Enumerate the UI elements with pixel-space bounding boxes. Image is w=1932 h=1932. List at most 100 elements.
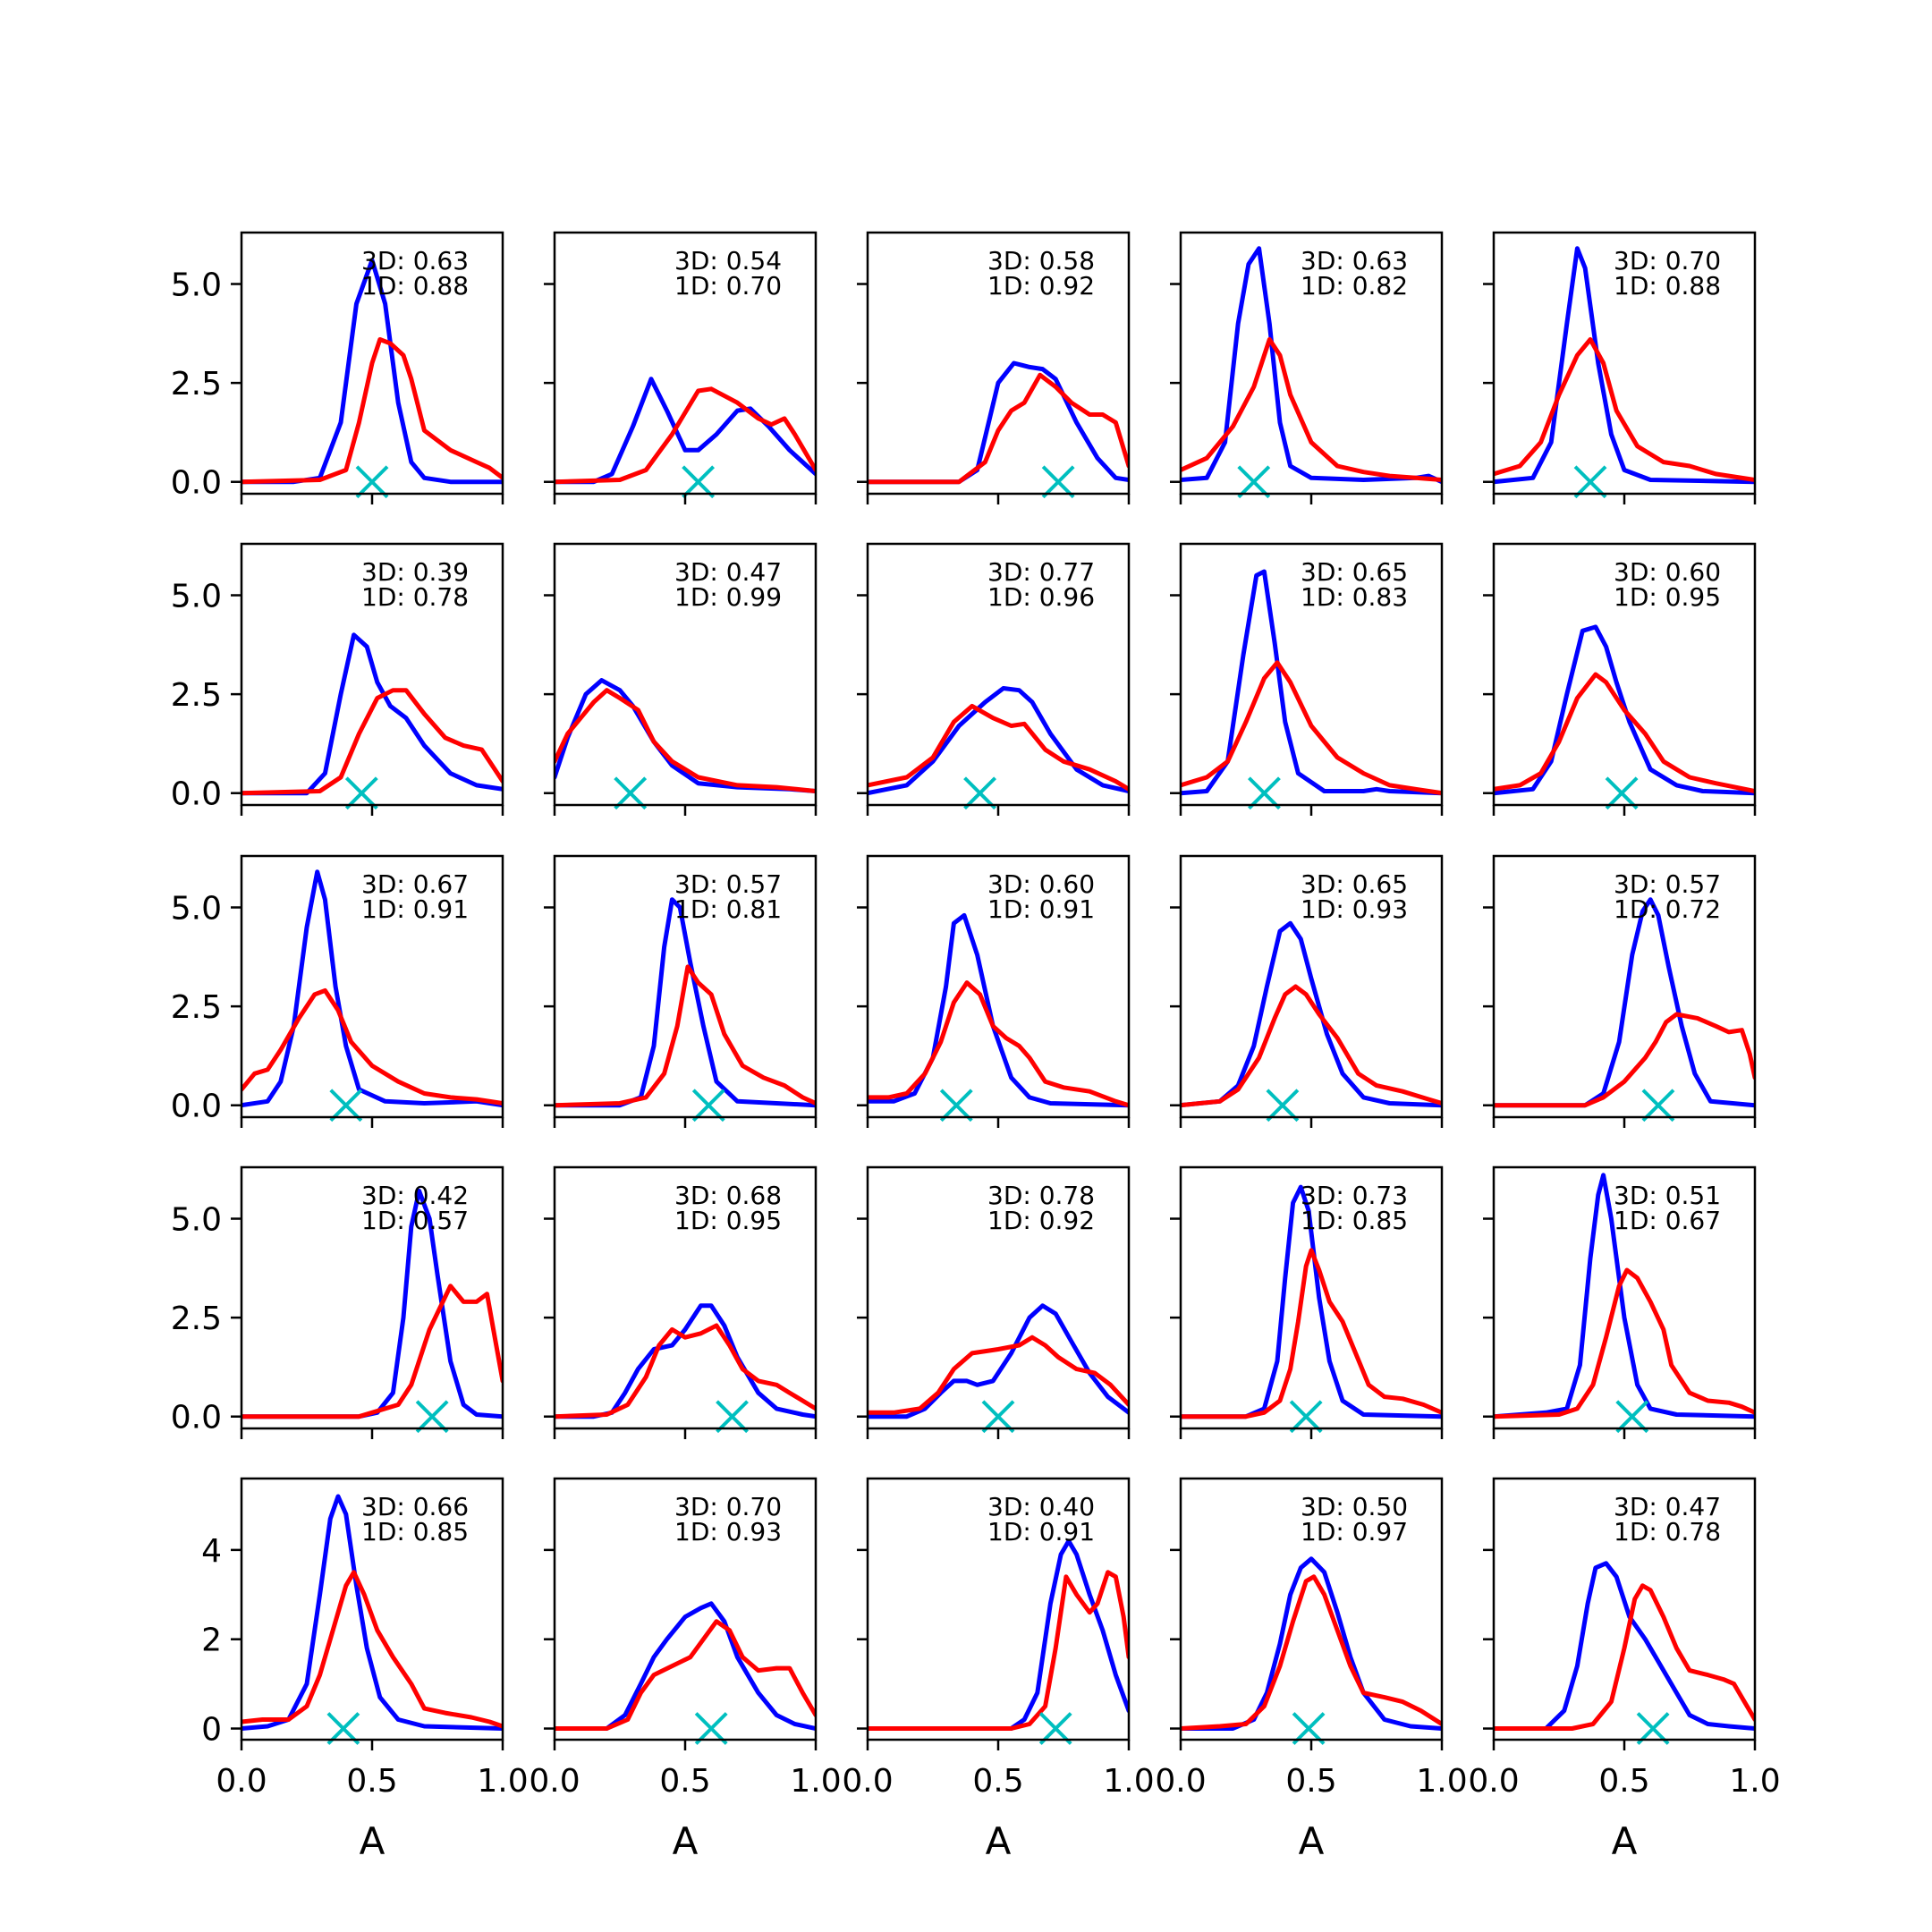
annotation-1d: 1D: 0.82 [1301,271,1408,301]
x-axis-label: A [986,1819,1012,1863]
annotation-3d: 3D: 0.57 [1614,869,1721,899]
annotation-1d: 1D: 0.88 [1614,271,1721,301]
y-tick-label: 0.0 [171,1089,222,1125]
annotation-1d: 1D: 0.67 [1614,1206,1721,1235]
blue-series-line [868,1538,1129,1731]
red-series-line [242,688,503,796]
annotation-1d: 1D: 0.99 [674,582,782,612]
annotation-3d: 3D: 0.77 [987,557,1095,587]
annotation-1d: 1D: 0.72 [1614,894,1721,924]
marker-x [1041,465,1075,499]
annotation-3d: 3D: 0.66 [361,1492,469,1521]
y-tick-label: 2.5 [171,1301,222,1337]
annotation-3d: 3D: 0.65 [1301,557,1408,587]
marker-x [691,1089,725,1123]
marker-x [415,1400,449,1434]
red-series-line [868,980,1129,1108]
red-series-line [1494,337,1755,482]
annotation-1d: 1D: 0.95 [674,1206,782,1235]
x-tick-label: 0.0 [842,1763,893,1800]
annotation-1d: 1D: 0.91 [361,894,469,924]
annotation-1d: 1D: 0.70 [674,271,782,301]
annotation-1d: 1D: 0.96 [987,582,1095,612]
y-tick-label: 2.5 [171,677,222,714]
annotation-1d: 1D: 0.91 [987,1517,1095,1546]
red-series-line [1494,1267,1755,1419]
blue-series-line [242,1494,503,1731]
annotation-3d: 3D: 0.65 [1301,869,1408,899]
red-series-line [1181,337,1442,482]
annotation-3d: 3D: 0.73 [1301,1181,1408,1210]
annotation-3d: 3D: 0.39 [361,557,469,587]
red-series-line [868,703,1129,792]
x-tick-label: 0.5 [659,1763,710,1800]
red-series-line [868,1335,1129,1415]
blue-series-line [1181,569,1442,796]
marker-x [716,1400,749,1434]
x-tick-label: 0.5 [1285,1763,1336,1800]
marker-x [1237,465,1271,499]
y-tick-label: 5.0 [171,267,222,304]
annotation-1d: 1D: 0.78 [361,582,469,612]
blue-series-line [555,1303,816,1419]
annotation-3d: 3D: 0.70 [1614,246,1721,275]
blue-series-line [1181,1184,1442,1419]
y-tick-label: 2.5 [171,366,222,402]
annotation-1d: 1D: 0.93 [1301,894,1408,924]
x-tick-label: 0.0 [1468,1763,1519,1800]
y-tick-label: 0.0 [171,1400,222,1436]
y-tick-label: 2.5 [171,989,222,1026]
annotation-3d: 3D: 0.42 [361,1181,469,1210]
blue-series-line [1494,246,1755,485]
annotation-3d: 3D: 0.78 [987,1181,1095,1210]
red-series-line [555,1619,816,1731]
red-series-line [555,1323,816,1419]
marker-x [1248,776,1281,810]
x-tick-label: 0.0 [1155,1763,1206,1800]
annotation-1d: 1D: 0.85 [1301,1206,1408,1235]
blue-series-line [868,1303,1129,1419]
y-tick-label: 5.0 [171,891,222,928]
red-series-line [555,386,816,485]
blue-series-line [1494,1173,1755,1419]
red-series-line [1181,984,1442,1108]
annotation-1d: 1D: 0.85 [361,1517,469,1546]
annotation-3d: 3D: 0.67 [361,869,469,899]
annotation-3d: 3D: 0.47 [1614,1492,1721,1521]
x-tick-label: 0.5 [972,1763,1023,1800]
red-series-line [1181,1574,1442,1731]
annotation-1d: 1D: 0.91 [987,894,1095,924]
y-tick-label: 5.0 [171,579,222,615]
red-series-line [242,337,503,485]
annotation-3d: 3D: 0.63 [1301,246,1408,275]
blue-series-line [868,912,1129,1108]
annotation-3d: 3D: 0.58 [987,246,1095,275]
annotation-1d: 1D: 0.95 [1614,582,1721,612]
annotation-3d: 3D: 0.63 [361,246,469,275]
annotation-3d: 3D: 0.54 [674,246,782,275]
annotation-1d: 1D: 0.57 [361,1206,469,1235]
x-tick-label: 1.0 [1416,1763,1467,1800]
blue-series-line [242,632,503,796]
y-tick-label: 4 [201,1533,222,1570]
red-series-line [868,1570,1129,1731]
annotation-3d: 3D: 0.47 [674,557,782,587]
marker-x [981,1400,1015,1434]
x-tick-label: 1.0 [1729,1763,1780,1800]
x-tick-label: 0.5 [346,1763,397,1800]
